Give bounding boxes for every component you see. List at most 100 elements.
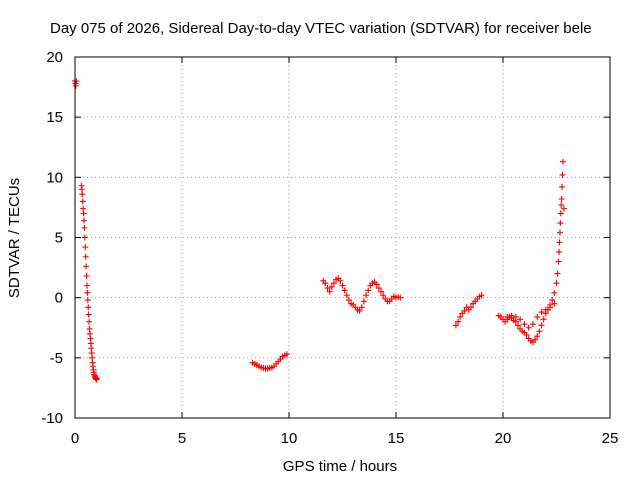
y-tick-label: -10 bbox=[41, 410, 63, 427]
data-point bbox=[82, 253, 89, 260]
axis-ticks: 0 5 10 15 20 25 -10 -5 0 5 10 15 20 bbox=[41, 49, 618, 447]
data-point bbox=[517, 316, 524, 323]
data-point bbox=[461, 307, 468, 314]
data-point bbox=[341, 287, 348, 294]
data-point bbox=[508, 312, 515, 319]
data-point bbox=[79, 198, 86, 205]
data-point bbox=[512, 313, 519, 320]
x-tick-label: 10 bbox=[281, 430, 298, 447]
x-tick-label: 15 bbox=[388, 430, 405, 447]
data-point bbox=[542, 306, 549, 313]
data-point bbox=[326, 288, 333, 295]
y-tick-label: -5 bbox=[50, 350, 63, 367]
data-point bbox=[557, 220, 564, 227]
data-point bbox=[360, 298, 367, 305]
data-point bbox=[83, 282, 90, 289]
data-point bbox=[358, 304, 365, 311]
data-point bbox=[322, 280, 329, 287]
data-point bbox=[93, 375, 100, 382]
data-point bbox=[79, 191, 86, 198]
x-tick-label: 5 bbox=[178, 430, 186, 447]
x-axis-title: GPS time / hours bbox=[283, 458, 397, 475]
data-point bbox=[549, 297, 556, 304]
data-point bbox=[339, 282, 346, 289]
data-point bbox=[328, 283, 335, 290]
series-segment-3 bbox=[320, 275, 404, 314]
data-point bbox=[84, 297, 91, 304]
data-point bbox=[373, 281, 380, 288]
data-point bbox=[80, 210, 87, 217]
data-point bbox=[556, 248, 563, 255]
data-point bbox=[467, 304, 474, 311]
data-point bbox=[538, 309, 545, 316]
data-point bbox=[547, 304, 554, 311]
data-point bbox=[536, 328, 543, 335]
series-segment-5 bbox=[495, 171, 566, 346]
data-point bbox=[85, 311, 92, 318]
data-point bbox=[363, 292, 370, 299]
data-point bbox=[365, 287, 372, 294]
data-point bbox=[81, 234, 88, 241]
data-point bbox=[452, 322, 459, 329]
data-point bbox=[356, 307, 363, 314]
data-point bbox=[83, 273, 90, 280]
data-point bbox=[457, 313, 464, 320]
data-point bbox=[556, 239, 563, 246]
y-tick-label: 5 bbox=[55, 230, 63, 247]
data-point bbox=[343, 292, 350, 299]
data-point bbox=[557, 210, 564, 217]
data-point bbox=[378, 288, 385, 295]
y-axis-title: SDTVAR / TECUs bbox=[6, 178, 23, 298]
data-point bbox=[84, 289, 91, 296]
data-point bbox=[73, 78, 80, 85]
data-point bbox=[555, 258, 562, 265]
data-point bbox=[345, 297, 352, 304]
chart-title: Day 075 of 2026, Sidereal Day-to-day VTE… bbox=[50, 20, 592, 37]
data-point bbox=[551, 300, 558, 307]
data-point bbox=[337, 277, 344, 284]
data-point bbox=[514, 322, 521, 329]
y-tick-label: 10 bbox=[46, 169, 63, 186]
data-point bbox=[330, 280, 337, 287]
data-point bbox=[324, 285, 331, 292]
data-point bbox=[455, 318, 462, 325]
data-point bbox=[553, 280, 560, 287]
data-point bbox=[83, 263, 90, 270]
data-point bbox=[551, 289, 558, 296]
y-tick-label: 15 bbox=[46, 109, 63, 126]
data-point bbox=[86, 318, 93, 325]
x-tick-label: 20 bbox=[495, 430, 512, 447]
y-tick-label: 20 bbox=[46, 49, 63, 66]
data-point bbox=[554, 270, 561, 277]
y-tick-label: 0 bbox=[55, 290, 63, 307]
data-point bbox=[81, 224, 88, 231]
data-point bbox=[283, 351, 290, 358]
data-point bbox=[558, 195, 565, 202]
data-point bbox=[82, 244, 89, 251]
series-segment-6 bbox=[504, 300, 558, 331]
data-point bbox=[478, 292, 485, 299]
series-segment-2 bbox=[249, 351, 290, 372]
data-point bbox=[397, 294, 404, 301]
data-point bbox=[534, 313, 541, 320]
data-point bbox=[529, 321, 536, 328]
series-segment-7 bbox=[559, 158, 567, 212]
data-point bbox=[560, 205, 567, 212]
data-point bbox=[525, 324, 532, 331]
data-point bbox=[380, 292, 387, 299]
series-segment-1 bbox=[72, 78, 100, 383]
data-point bbox=[80, 217, 87, 224]
data-point bbox=[375, 285, 382, 292]
data-point bbox=[558, 202, 565, 209]
data-point bbox=[538, 322, 545, 329]
data-point bbox=[534, 333, 541, 340]
data-point bbox=[532, 336, 539, 343]
data-point bbox=[556, 229, 563, 236]
data-point bbox=[504, 313, 511, 320]
x-tick-label: 0 bbox=[71, 430, 79, 447]
data-point bbox=[521, 321, 528, 328]
x-tick-label: 25 bbox=[602, 430, 619, 447]
data-points bbox=[72, 78, 567, 383]
data-point bbox=[85, 304, 92, 311]
